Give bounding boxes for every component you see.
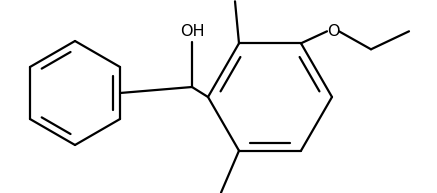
Text: O: O [327,24,339,39]
Text: OH: OH [180,24,205,39]
